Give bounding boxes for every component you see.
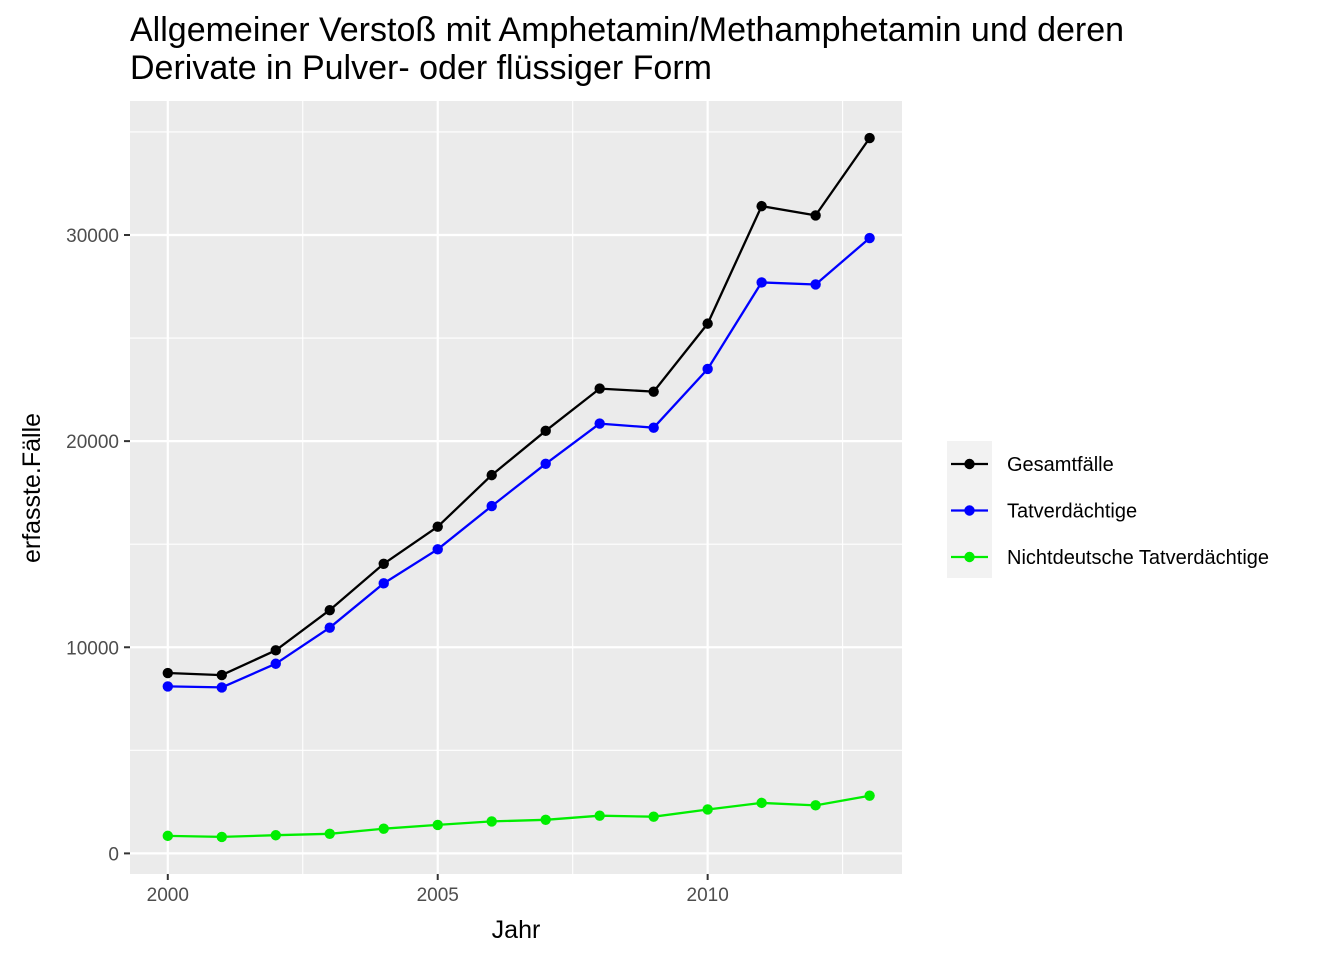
y-tick-labels: 0 10000 20000 30000 <box>66 226 119 865</box>
series-group <box>162 232 875 693</box>
series-group <box>162 132 875 681</box>
data-point <box>864 790 875 801</box>
series-group <box>162 790 875 843</box>
data-point <box>486 469 497 481</box>
x-tick-label: 2010 <box>687 885 729 906</box>
data-point <box>162 667 173 679</box>
legend-key-point <box>964 551 975 563</box>
data-point <box>540 814 551 825</box>
axis-ticks <box>124 233 709 880</box>
data-point <box>702 318 713 329</box>
data-point <box>810 210 821 221</box>
data-point <box>864 232 875 244</box>
data-point <box>648 386 659 397</box>
data-point <box>756 277 767 288</box>
data-point <box>648 422 659 433</box>
grid-minor <box>130 101 902 874</box>
data-point <box>810 800 821 811</box>
x-tick-label: 2000 <box>147 885 189 906</box>
chart-title-line-1: Allgemeiner Verstoß mit Amphetamin/Metha… <box>130 11 1124 49</box>
data-point <box>378 558 389 569</box>
legend-label: Gesamtfälle <box>1007 454 1114 476</box>
data-point <box>324 622 335 633</box>
data-point <box>432 544 443 555</box>
data-point <box>702 363 713 375</box>
data-point <box>756 797 767 809</box>
y-axis-title: erfasste.Fälle <box>18 413 46 563</box>
data-point <box>594 383 605 394</box>
series-line <box>167 137 871 677</box>
data-point <box>216 669 227 681</box>
data-point <box>378 823 389 834</box>
series-line <box>167 237 871 689</box>
series-layer <box>162 132 875 843</box>
y-tick-label: 20000 <box>66 432 119 453</box>
data-point <box>540 425 551 437</box>
data-point <box>270 830 281 841</box>
legend-label: Nichtdeutsche Tatverdächtige <box>1007 547 1269 569</box>
data-point <box>486 500 497 512</box>
data-point <box>648 811 659 822</box>
data-point <box>432 521 443 532</box>
data-point <box>702 804 713 815</box>
data-point <box>324 828 335 840</box>
grid-major <box>130 101 902 874</box>
data-point <box>324 604 335 616</box>
legend-key-point <box>964 458 975 470</box>
data-point <box>486 816 497 827</box>
legend: Gesamtfälle Tatverdächtige Nichtdeutsche T… <box>947 441 1269 578</box>
data-point <box>216 831 227 843</box>
data-point <box>162 681 173 692</box>
y-tick-label: 10000 <box>66 638 119 659</box>
y-tick-label: 30000 <box>66 226 119 247</box>
data-point <box>810 279 821 290</box>
x-tick-labels: 2000 2005 2010 <box>147 885 729 906</box>
x-axis-title: Jahr <box>492 916 541 944</box>
y-tick-label: 0 <box>108 844 119 865</box>
data-point <box>432 819 443 831</box>
data-point <box>162 830 173 842</box>
data-point <box>594 810 605 821</box>
data-point <box>756 200 767 212</box>
data-point <box>540 458 551 469</box>
x-tick-label: 2005 <box>417 885 459 906</box>
legend-key-point <box>964 505 975 516</box>
series-line <box>167 794 870 839</box>
data-point <box>594 418 605 429</box>
data-point <box>864 132 875 144</box>
data-point <box>270 645 281 656</box>
data-point <box>216 682 227 693</box>
chart-title-line-2: Derivate in Pulver- oder flüssiger Form <box>130 49 712 87</box>
legend-label: Tatverdächtige <box>1007 501 1137 523</box>
data-point <box>270 658 281 669</box>
data-point <box>378 578 389 589</box>
